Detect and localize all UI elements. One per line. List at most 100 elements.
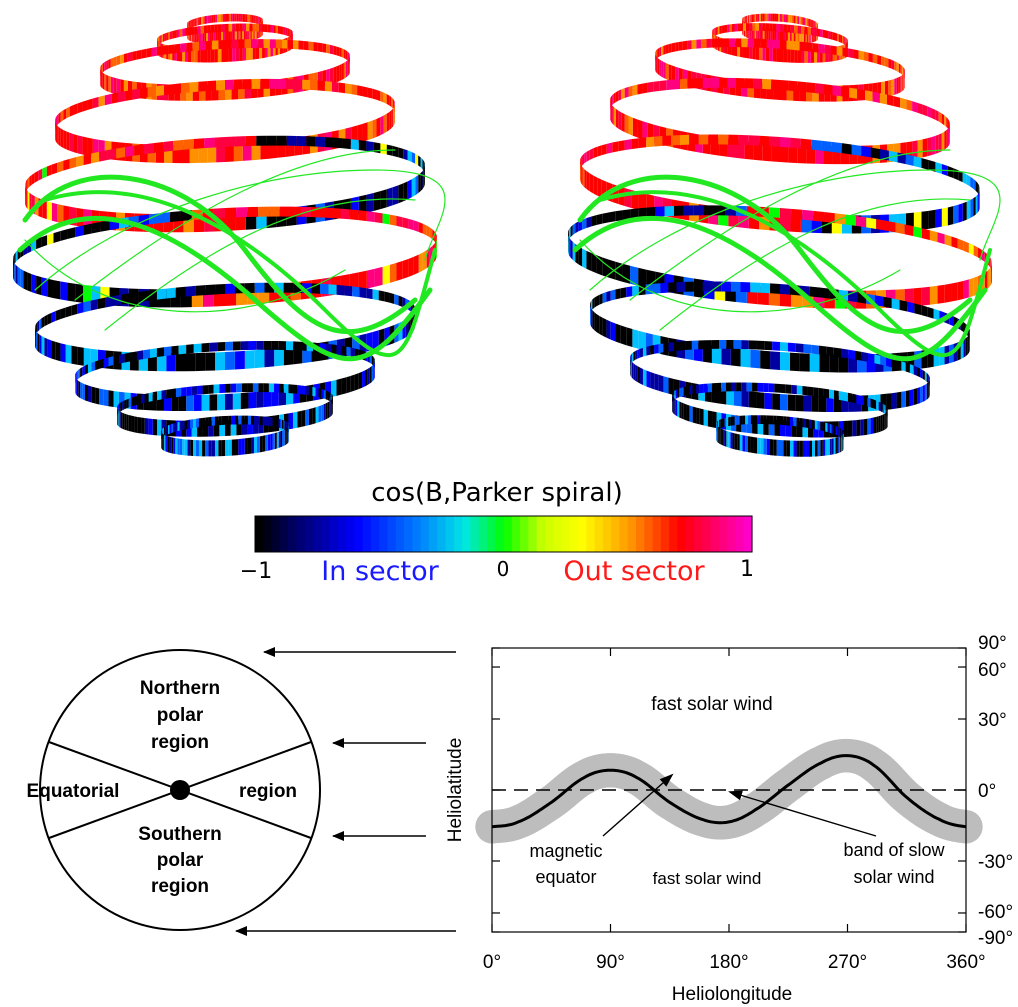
colorbar-cell: [561, 516, 571, 552]
globe-ring-segment: [141, 393, 145, 404]
globe-ring-segment: [345, 83, 352, 95]
globe-ring-segment: [638, 137, 647, 149]
globe-ring-segment: [366, 141, 374, 153]
globe-ring-segment: [780, 284, 790, 295]
globe-ring-segment: [951, 282, 958, 302]
globe-ring-segment: [668, 64, 672, 82]
globe-ring-segment: [236, 28, 239, 44]
globe-ring-segment: [621, 88, 625, 100]
globe-ring-segment: [856, 394, 861, 405]
globe-ring-segment: [173, 437, 176, 455]
globe-ring-segment: [970, 176, 974, 189]
globe-ring-segment: [896, 359, 902, 371]
globe-ring-segment: [637, 348, 640, 359]
globe-ring-segment: [592, 310, 595, 331]
globe-ring-segment: [750, 415, 754, 425]
globe-ring-segment: [839, 435, 841, 453]
globe-ring-segment: [799, 41, 806, 52]
globe-ring-segment: [205, 40, 212, 51]
globe-ring-segment: [825, 439, 828, 456]
globe-ring-segment: [386, 187, 393, 208]
globe-ring-segment: [762, 142, 772, 162]
globe-ring-segment: [242, 27, 244, 43]
globe-ring-segment: [41, 277, 48, 297]
globe-ring-segment: [280, 26, 283, 35]
globe-ring-segment: [584, 169, 587, 190]
globe-ring-segment: [241, 438, 245, 455]
globe-ring-segment: [920, 386, 923, 404]
globe-ring-segment: [100, 70, 102, 88]
globe-ring-segment: [366, 211, 375, 223]
globe-ring-segment: [281, 39, 288, 49]
globe-ring-segment: [788, 144, 798, 164]
globe-ring-segment: [29, 174, 32, 187]
globe-ring-segment: [582, 153, 585, 166]
globe-ring-segment: [122, 400, 125, 411]
field-line: [74, 149, 396, 301]
globe-ring-segment: [717, 426, 719, 443]
globe-ring-segment: [750, 349, 761, 369]
globe-ring-segment: [225, 415, 229, 425]
globe-ring-segment: [240, 341, 249, 351]
globe-ring-segment: [753, 141, 763, 161]
globe-ring-segment: [73, 103, 78, 115]
globe-ring-segment: [209, 342, 218, 352]
globe-ring-segment: [215, 284, 225, 295]
globe-ring-segment: [134, 144, 144, 156]
globe-ring-segment: [228, 439, 232, 456]
globe-ring-segment: [84, 364, 88, 375]
globe-ring-segment: [280, 419, 283, 429]
globe-ring-segment: [933, 308, 940, 321]
globe-ring-segment: [692, 384, 697, 395]
globe-ring-segment: [389, 292, 395, 304]
globe-ring-segment: [108, 390, 114, 407]
globe-ring-segment: [365, 368, 368, 387]
globe-ring-segment: [57, 160, 64, 173]
globe-ring-segment: [42, 199, 47, 220]
globe-ring-segment: [418, 155, 421, 168]
globe-ring-segment: [374, 212, 383, 224]
globe-ring-segment: [654, 373, 659, 391]
globe-ring-segment: [182, 28, 186, 37]
globe-ring-segment: [166, 425, 168, 435]
globe-ring-segment: [642, 121, 648, 141]
equatorial-region-label: region: [239, 781, 297, 802]
globe-ring-segment: [642, 368, 647, 387]
globe-ring-segment: [131, 396, 135, 407]
globe-ring-segment: [612, 141, 619, 153]
y-tick-label: -30°: [978, 852, 1013, 873]
globe-ring-segment: [53, 231, 61, 243]
globe-ring-segment: [624, 188, 632, 209]
globe-ring-segment: [665, 62, 669, 81]
field-line: [659, 198, 971, 331]
globe-ring-segment: [977, 192, 979, 213]
globe-ring-segment: [880, 355, 887, 366]
globe-ring-segment: [679, 341, 686, 351]
globe-ring-segment: [190, 439, 193, 456]
globe-ring-segment: [231, 439, 236, 456]
globe-ring-segment: [323, 403, 326, 421]
colorbar-cell: [611, 516, 621, 552]
globe-ring-segment: [106, 74, 109, 92]
globe-ring-segment: [373, 142, 381, 154]
globe-ring-segment: [120, 54, 124, 65]
globe-ring-segment: [928, 381, 930, 399]
globe-ring-segment: [764, 341, 773, 351]
globe-ring-segment: [947, 127, 950, 147]
globe-ring-segment: [717, 38, 724, 48]
globe-ring-segment: [835, 437, 838, 454]
globe-ring-segment: [638, 191, 647, 212]
globe-ring-segment: [819, 29, 823, 38]
globe-ring-segment: [797, 16, 799, 25]
globe-ring-segment: [37, 320, 40, 332]
globe-ring-segment: [793, 440, 797, 457]
globe-ring-segment: [53, 280, 61, 300]
globe-ring-segment: [716, 425, 718, 443]
globe-ring-segment: [606, 319, 611, 340]
globe-ring-segment: [228, 47, 233, 62]
globe-ring-segment: [750, 14, 752, 23]
globe-ring-segment: [757, 437, 761, 455]
globe-ring-segment: [389, 95, 392, 107]
globe-ring-segment: [191, 386, 198, 396]
globe-ring-segment: [83, 347, 91, 367]
